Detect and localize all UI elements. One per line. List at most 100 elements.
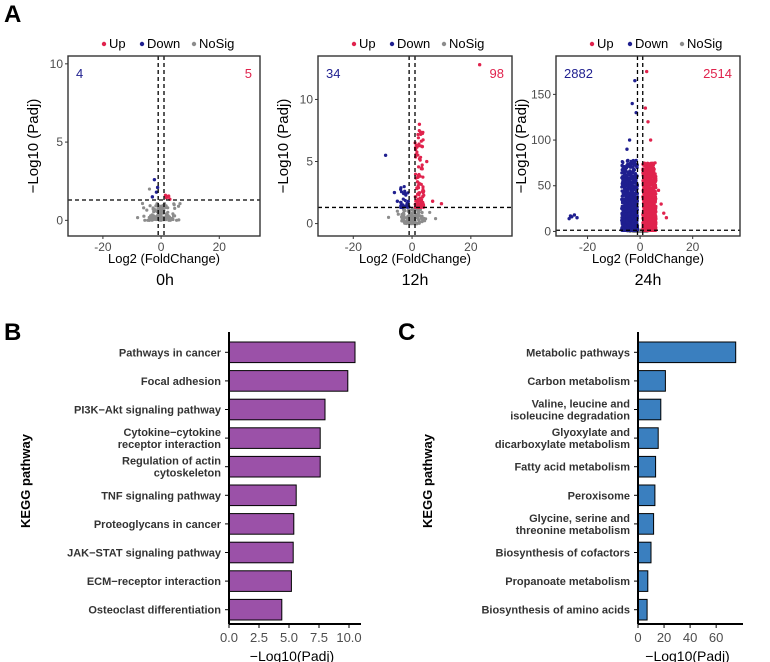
point-up bbox=[417, 122, 422, 126]
point-nosig bbox=[153, 208, 157, 212]
point-up bbox=[652, 214, 656, 218]
y-axis-label: −Log10 (Padj) bbox=[25, 99, 42, 194]
x-axis-label: −Log10(Padj) bbox=[250, 648, 334, 662]
y-tick-label: 150 bbox=[531, 87, 551, 101]
point-up bbox=[648, 206, 652, 211]
point-up bbox=[646, 213, 650, 217]
volcano-legend: Up Down NoSig bbox=[589, 36, 722, 51]
point-nosig bbox=[166, 210, 170, 214]
point-down bbox=[629, 195, 633, 199]
point-down bbox=[395, 199, 400, 203]
bar-7 bbox=[228, 541, 294, 564]
legend-dot-up bbox=[101, 41, 107, 47]
point-nosig bbox=[178, 202, 182, 206]
y-tick-label: 10 bbox=[300, 92, 314, 106]
point-down bbox=[630, 200, 634, 204]
y-tick-label: 0 bbox=[306, 217, 313, 231]
bar-8 bbox=[637, 570, 649, 592]
point-down bbox=[401, 197, 405, 201]
legend-dot-up bbox=[351, 41, 357, 47]
point-up bbox=[166, 194, 171, 198]
time-point-title: 24h bbox=[635, 272, 662, 289]
point-up bbox=[643, 175, 647, 179]
point-nosig bbox=[161, 206, 165, 210]
legend-label-down: Down bbox=[635, 36, 668, 51]
point-up bbox=[648, 174, 652, 178]
bar-9 bbox=[228, 598, 283, 621]
bar-chart-c-group: Metabolic pathways Carbon metabolism Valin… bbox=[420, 332, 743, 662]
point-nosig bbox=[164, 205, 168, 210]
down-count: 34 bbox=[326, 66, 340, 81]
point-down bbox=[625, 180, 629, 184]
point-nosig bbox=[148, 204, 152, 208]
category-label: dicarboxylate metabolism bbox=[495, 439, 630, 451]
bar-chart-b-group: Pathways in cancer Focal adhesion PI3K−Akt… bbox=[18, 332, 362, 662]
category-label: PI3K−Akt signaling pathway bbox=[74, 405, 222, 417]
legend-dot-nosig bbox=[679, 41, 685, 47]
point-up bbox=[417, 172, 421, 177]
x-tick-label: 7.5 bbox=[310, 630, 328, 645]
point-nosig bbox=[405, 220, 409, 224]
point-up bbox=[420, 198, 424, 202]
legend-dot-nosig bbox=[441, 41, 447, 47]
point-down bbox=[622, 191, 626, 195]
point-up bbox=[652, 201, 656, 205]
category-label: receptor interaction bbox=[118, 439, 222, 451]
point-down bbox=[633, 194, 637, 198]
time-point-title: 0h bbox=[156, 272, 174, 289]
x-tick-label: 0 bbox=[409, 240, 416, 254]
x-tick-label: 10.0 bbox=[336, 630, 361, 645]
plot-frame bbox=[67, 55, 261, 237]
point-up bbox=[646, 120, 650, 124]
x-tick-label: -20 bbox=[94, 240, 112, 254]
x-tick-label: 20 bbox=[657, 630, 671, 645]
point-down bbox=[568, 214, 573, 218]
point-nosig bbox=[154, 217, 158, 222]
point-nosig bbox=[420, 214, 424, 218]
point-down bbox=[399, 186, 403, 190]
point-up bbox=[654, 177, 658, 181]
volcano-2: Up Down NoSig 2882 2514 -20 0 20 0 50 100 150 Log2 (… bbox=[513, 36, 741, 289]
point-up bbox=[420, 144, 425, 149]
point-up bbox=[417, 165, 421, 169]
point-down bbox=[403, 189, 407, 193]
point-up bbox=[643, 168, 647, 172]
point-nosig bbox=[142, 206, 146, 210]
point-up bbox=[418, 182, 422, 186]
point-up bbox=[646, 188, 650, 192]
point-up bbox=[659, 202, 663, 206]
x-tick-label: 0.0 bbox=[220, 630, 238, 645]
volcano-plots-group: Up Down NoSig 4 5 -20 0 20 0 5 10 Log2 (FoldChange)… bbox=[25, 36, 741, 289]
point-down bbox=[633, 78, 637, 83]
point-up bbox=[654, 208, 658, 212]
point-up bbox=[644, 69, 649, 74]
point-nosig bbox=[172, 203, 176, 207]
point-up bbox=[419, 139, 423, 143]
category-label: isoleucine degradation bbox=[510, 411, 630, 423]
up-count: 98 bbox=[490, 66, 504, 81]
y-tick-label: 0 bbox=[544, 224, 551, 238]
point-down bbox=[622, 207, 627, 211]
point-down bbox=[632, 168, 636, 172]
volcano-points bbox=[383, 62, 482, 226]
point-down bbox=[628, 165, 632, 169]
point-down bbox=[623, 188, 627, 192]
point-up bbox=[414, 143, 418, 147]
point-down bbox=[622, 177, 627, 181]
category-label: Focal adhesion bbox=[141, 376, 221, 388]
y-tick-label: 0 bbox=[56, 213, 63, 227]
x-axis-label: −Log10(Padj) bbox=[645, 648, 729, 662]
x-tick-label: 60 bbox=[709, 630, 723, 645]
point-nosig bbox=[417, 210, 421, 214]
category-label: cytoskeleton bbox=[154, 468, 222, 480]
point-up bbox=[420, 163, 424, 167]
point-up bbox=[414, 199, 418, 203]
x-axis-label: Log2 (FoldChange) bbox=[108, 251, 220, 266]
legend-label-down: Down bbox=[397, 36, 430, 51]
up-count: 2514 bbox=[703, 66, 732, 81]
point-down bbox=[633, 179, 637, 183]
legend-label-nosig: NoSig bbox=[687, 36, 722, 51]
point-down bbox=[152, 177, 157, 182]
point-up bbox=[425, 159, 429, 164]
